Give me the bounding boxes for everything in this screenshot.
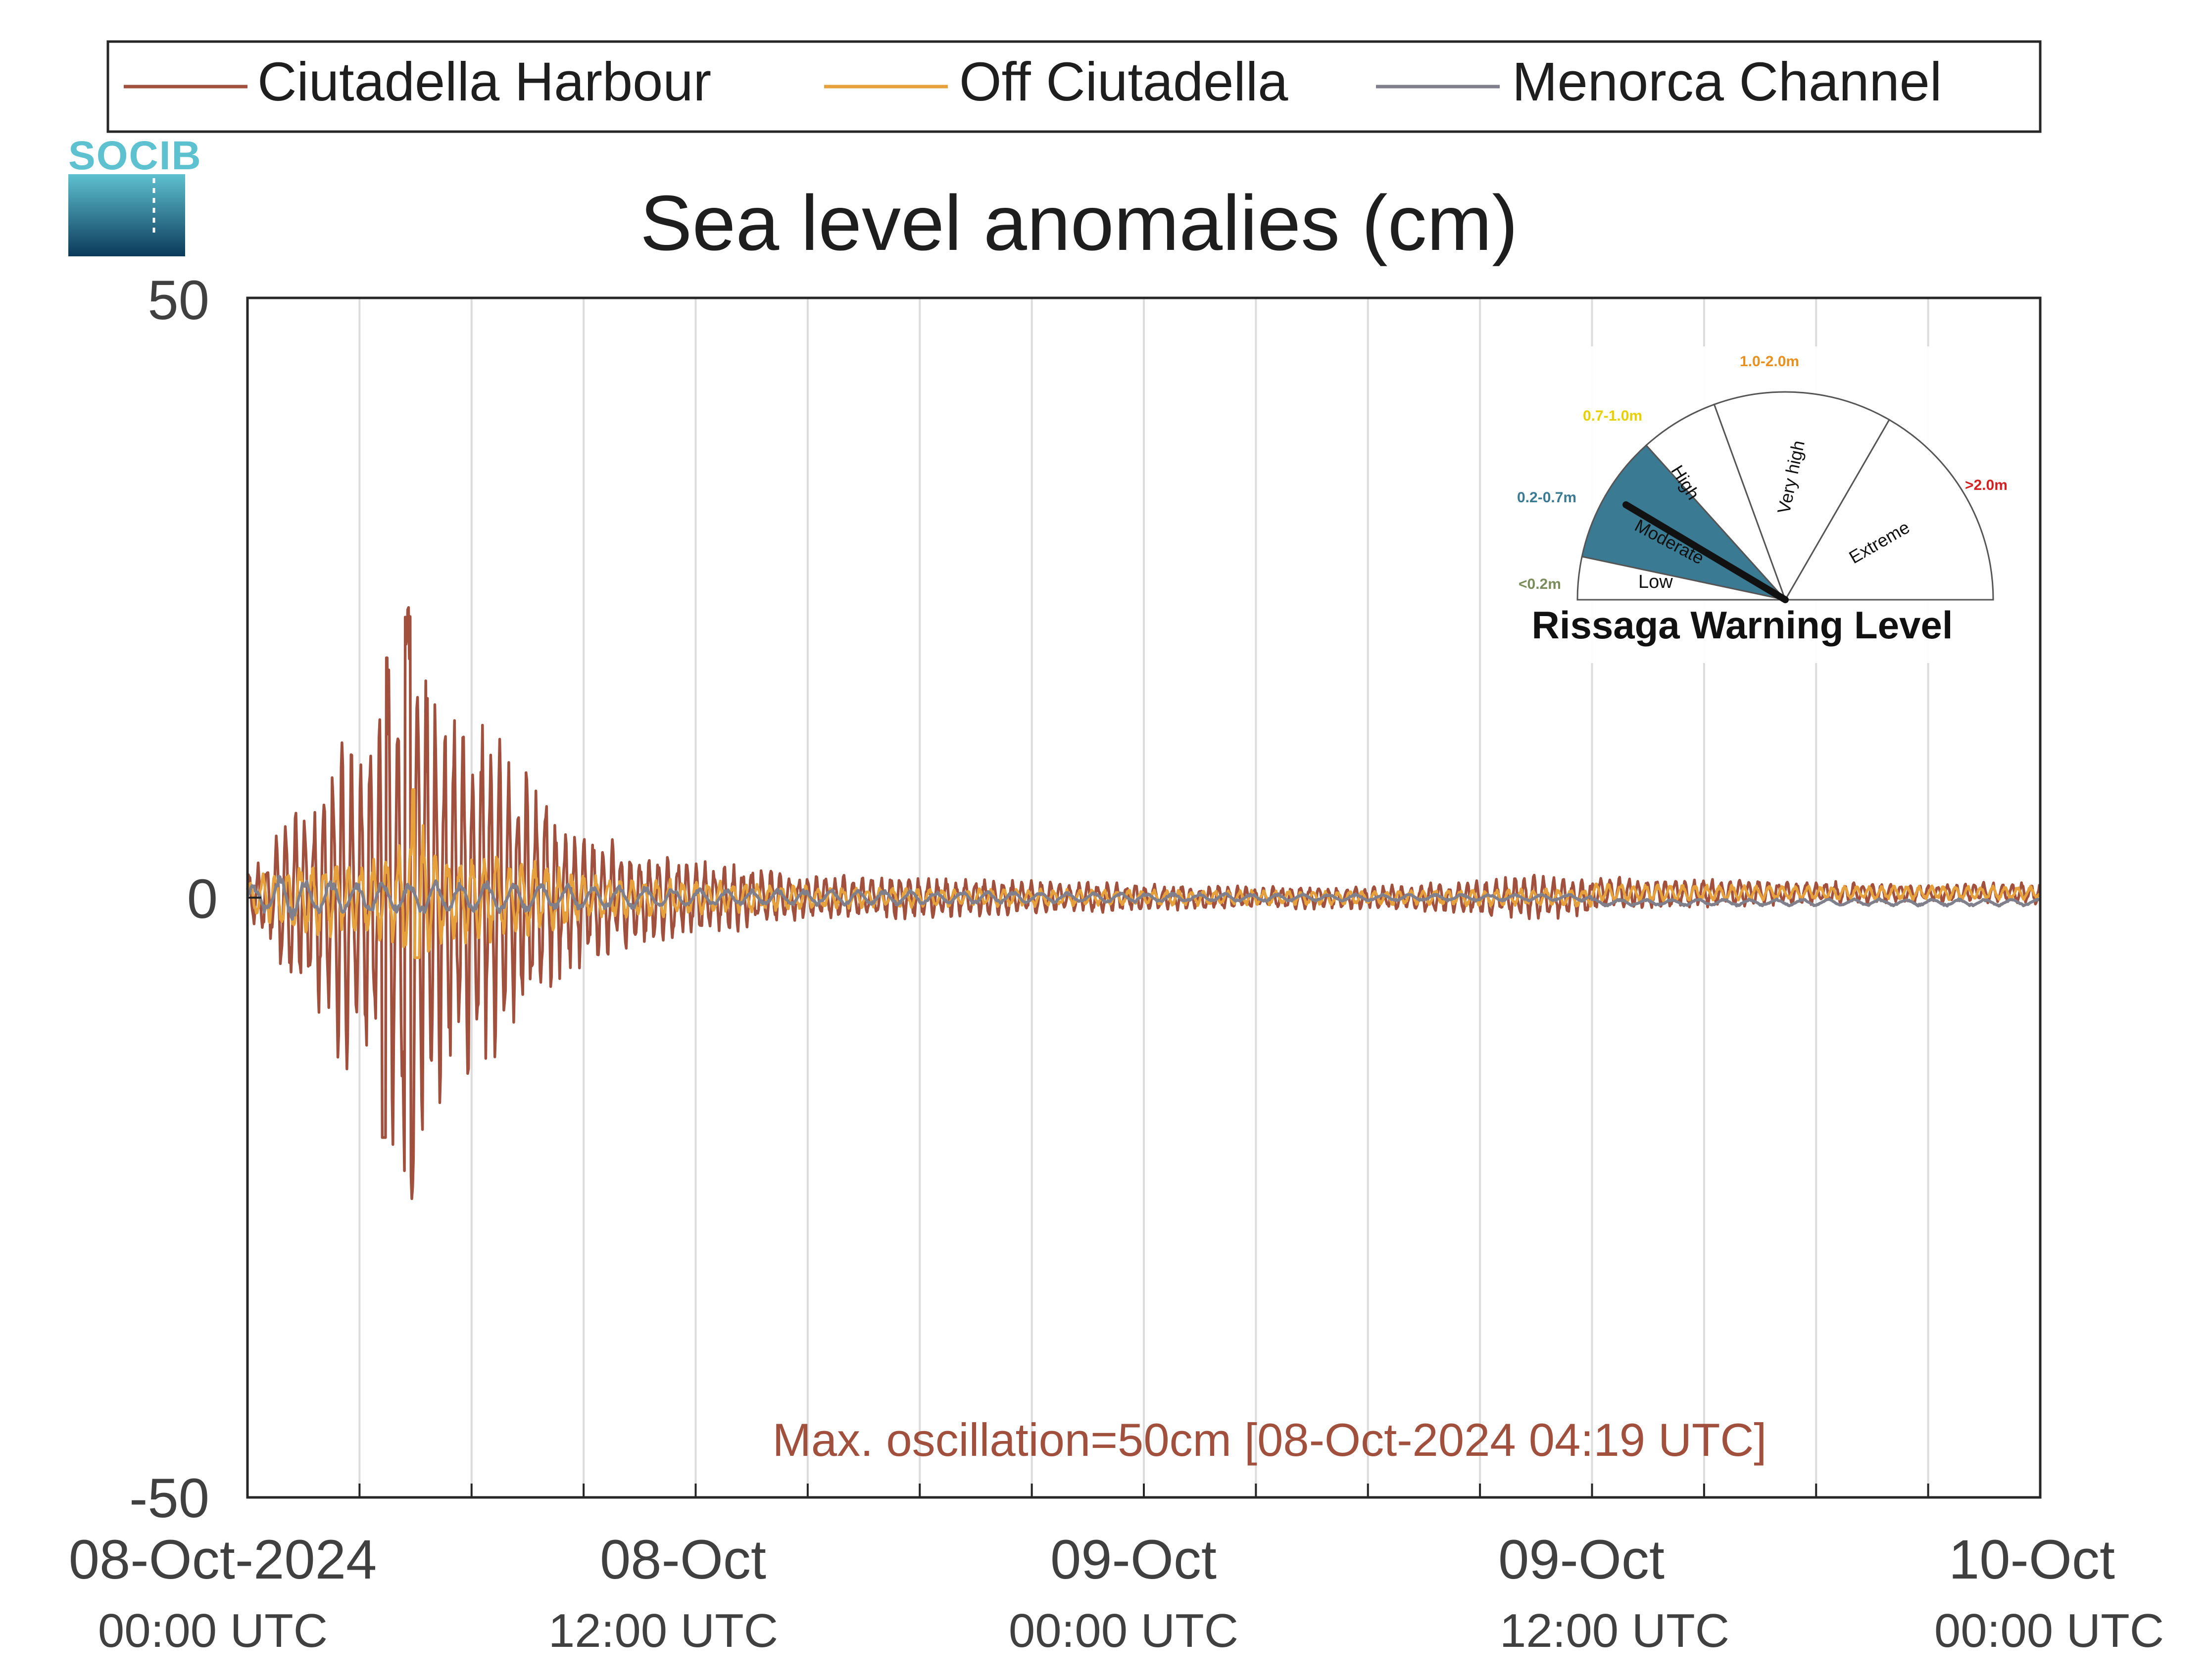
legend-label-off-ciutadella: Off Ciutadella xyxy=(959,51,1288,112)
gauge-sector-moderate xyxy=(1581,444,1788,601)
gauge-needle xyxy=(1622,501,1789,603)
socib-logo-text: SOCIB xyxy=(68,133,202,178)
gauge-range-moderate: 0.2-0.7m xyxy=(1517,489,1576,506)
legend-label-ciutadella-harbour: Ciutadella Harbour xyxy=(257,51,711,112)
x-tick-label-time-3: 00:00 UTC xyxy=(1009,1604,1238,1657)
gauge-range-high: 0.7-1.0m xyxy=(1583,408,1642,424)
gauge-sector-very-high xyxy=(1713,391,1891,602)
max-oscillation-annotation: Max. oscillation=50cm [08-Oct-2024 04:19… xyxy=(773,1414,1767,1466)
gauge-sectors xyxy=(1576,391,1994,602)
series-layer xyxy=(246,606,2041,1200)
axis-ticks xyxy=(246,297,2041,1498)
x-tick-label-date-4: 09-Oct xyxy=(1498,1529,1665,1590)
legend-box xyxy=(106,40,2042,133)
gauge-sector-extreme xyxy=(1784,419,1994,601)
x-tick-label-time-5: 00:00 UTC xyxy=(1934,1604,2164,1657)
rissaga-warning-gauge: <0.2m 0.2-0.7m 0.7-1.0m 1.0-2.0m >2.0m L… xyxy=(1495,346,2019,663)
legend-label-menorca-channel: Menorca Channel xyxy=(1512,51,1942,112)
gauge-range-extreme: >2.0m xyxy=(1965,477,2008,493)
socib-logo-mark xyxy=(68,174,185,256)
x-tick-label-time-2: 12:00 UTC xyxy=(548,1604,778,1657)
series-line-ciutadella-harbour xyxy=(246,606,2041,1200)
x-tick-label-date-3: 09-Oct xyxy=(1050,1529,1217,1590)
y-tick-label-50: 50 xyxy=(147,269,209,331)
series-line-menorca-channel xyxy=(246,874,2040,921)
gauge-range-very-high: 1.0-2.0m xyxy=(1740,353,1799,370)
gauge-range-low: <0.2m xyxy=(1519,576,1561,592)
x-tick-label-date-2: 08-Oct xyxy=(600,1529,766,1590)
socib-logo: SOCIB xyxy=(68,133,202,256)
x-tick-label-date-1: 08-Oct-2024 xyxy=(69,1529,377,1590)
y-tick-label-0: 0 xyxy=(187,868,218,930)
y-tick-label-minus-50: -50 xyxy=(129,1467,209,1529)
legend: Ciutadella Harbour Off Ciutadella Menorc… xyxy=(106,40,2042,133)
x-tick-label-time-4: 12:00 UTC xyxy=(1500,1604,1729,1657)
gauge-sector-high xyxy=(1645,403,1786,601)
gauge-title: Rissaga Warning Level xyxy=(1531,603,1953,647)
gauge-label-low: Low xyxy=(1638,572,1673,592)
x-tick-label-time-1: 00:00 UTC xyxy=(98,1604,328,1657)
x-tick-label-date-5: 10-Oct xyxy=(1949,1529,2115,1590)
chart-title: Sea level anomalies (cm) xyxy=(640,180,1518,267)
